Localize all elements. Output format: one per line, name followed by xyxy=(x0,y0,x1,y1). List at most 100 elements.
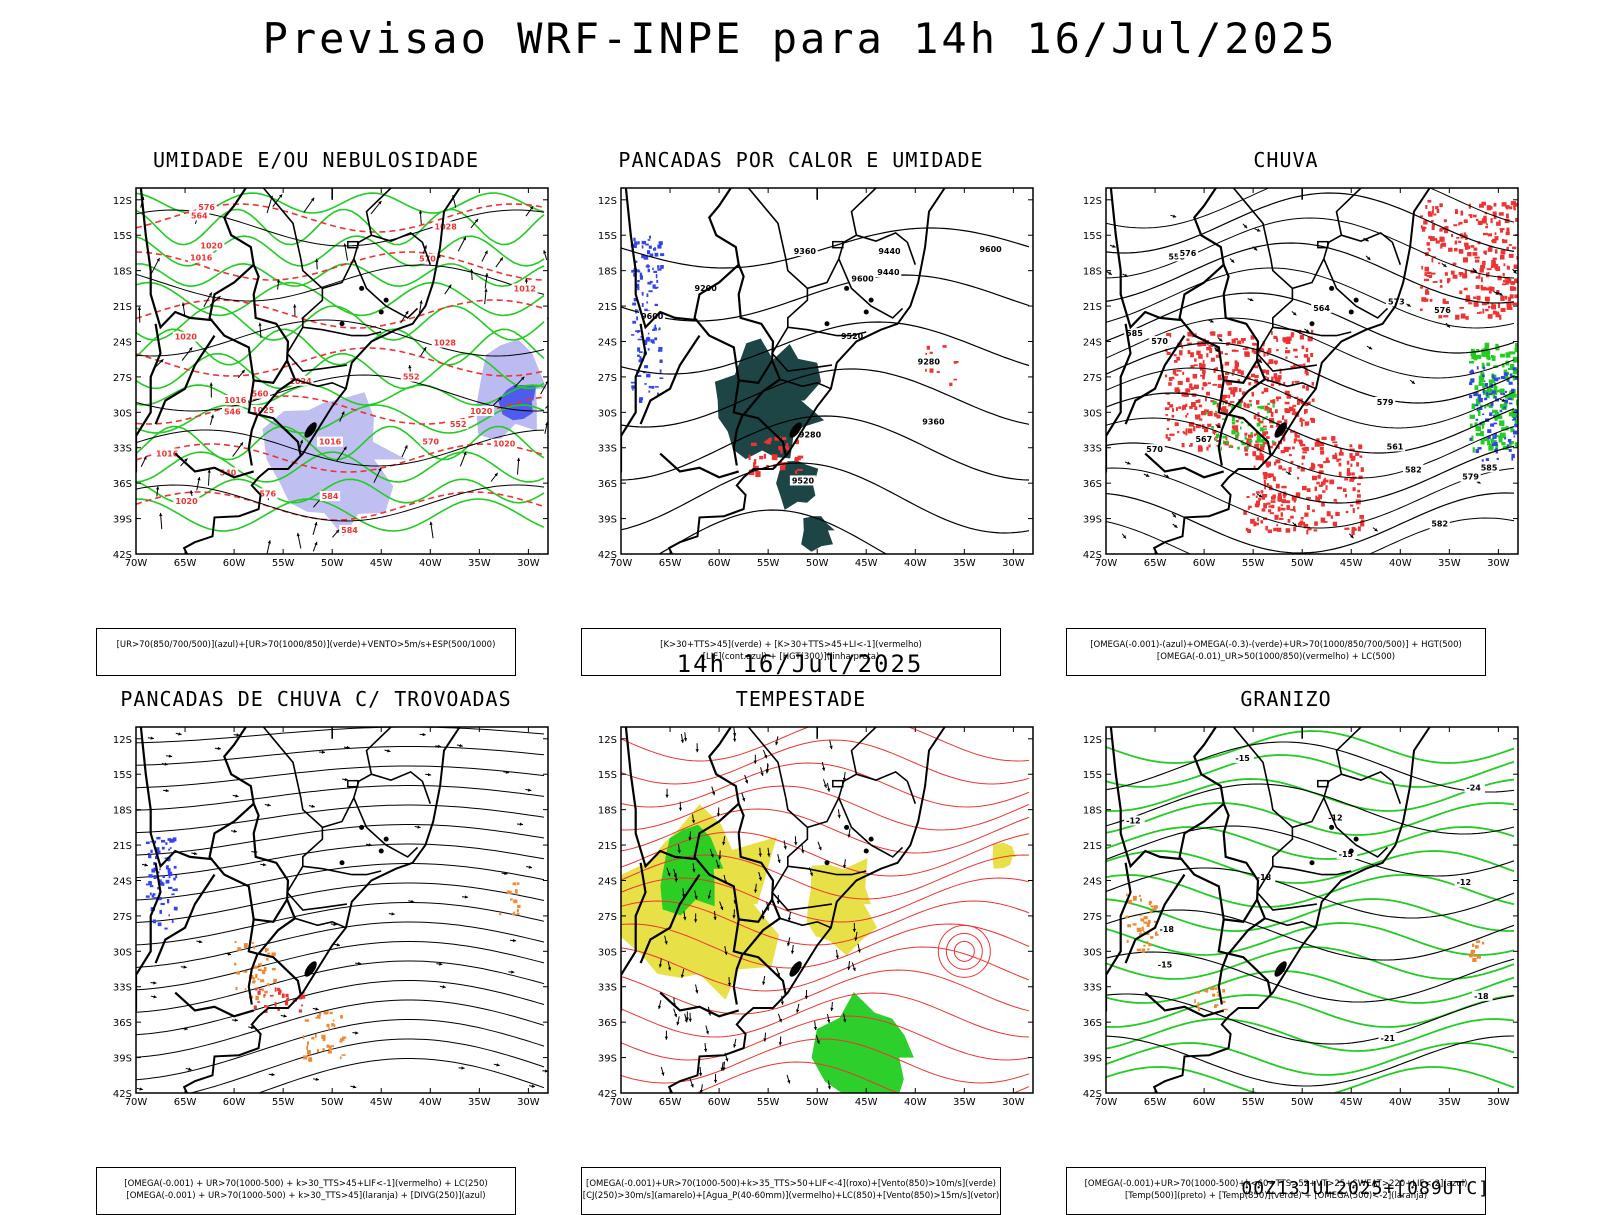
shaded-pixel xyxy=(1222,1001,1225,1003)
shaded-pixel xyxy=(1482,942,1484,945)
shaded-pixel xyxy=(1509,351,1515,354)
shaded-pixel xyxy=(1172,408,1174,412)
shaded-pixel xyxy=(1144,916,1148,919)
shaded-pixel xyxy=(175,888,177,891)
shaded-pixel xyxy=(1475,404,1479,406)
shaded-pixel xyxy=(1306,386,1309,390)
shaded-pixel xyxy=(260,979,264,982)
shaded-pixel xyxy=(1208,411,1213,416)
shaded-pixel xyxy=(1206,989,1209,992)
contour-label: 1016 xyxy=(319,438,342,447)
shaded-pixel xyxy=(647,293,649,297)
shaded-pixel xyxy=(648,269,650,273)
shaded-pixel xyxy=(1495,249,1498,253)
shaded-pixel xyxy=(1150,936,1153,939)
contour-label: 1020 xyxy=(470,407,493,416)
lon-tick-label: 70W xyxy=(125,558,148,569)
shaded-pixel xyxy=(1194,358,1196,361)
shaded-pixel xyxy=(1233,394,1235,396)
shaded-pixel xyxy=(1290,516,1294,519)
shaded-pixel xyxy=(1179,350,1182,355)
lat-tick-label: 39S xyxy=(1083,1054,1102,1065)
shaded-pixel xyxy=(1351,456,1355,461)
shaded-pixel xyxy=(326,1045,329,1048)
shaded-pixel xyxy=(642,292,644,296)
shaded-pixel xyxy=(1427,200,1431,203)
wind-vector-head xyxy=(554,309,556,312)
shaded-pixel xyxy=(1275,409,1278,413)
shaded-pixel xyxy=(1481,285,1483,290)
shaded-pixel xyxy=(1169,404,1173,407)
shaded-pixel xyxy=(1306,530,1308,534)
shaded-pixel xyxy=(329,1048,332,1050)
lon-tick-label: 65W xyxy=(1144,558,1167,569)
shaded-pixel xyxy=(150,893,152,896)
shaded-pixel xyxy=(317,1015,319,1018)
shaded-pixel xyxy=(172,889,175,891)
shaded-pixel xyxy=(1289,407,1294,412)
shaded-pixel xyxy=(954,379,958,381)
legend-box: [K>30+TTS>45](verde) + [K>30+TTS>45+LI<-… xyxy=(581,628,1001,676)
lat-tick-label: 18S xyxy=(1083,267,1102,278)
shaded-pixel xyxy=(1494,442,1498,446)
lon-tick-label: 45W xyxy=(370,558,393,569)
shaded-pixel xyxy=(1421,266,1423,270)
lon-tick-label: 50W xyxy=(806,558,829,569)
shaded-pixel xyxy=(1208,444,1210,447)
shaded-pixel xyxy=(262,988,264,991)
shaded-pixel xyxy=(1271,331,1273,335)
shaded-pixel xyxy=(1285,402,1290,404)
shaded-pixel xyxy=(146,884,150,886)
shaded-pixel xyxy=(1286,528,1291,533)
shaded-pixel xyxy=(648,391,650,393)
shaded-pixel xyxy=(1344,528,1349,530)
shaded-pixel xyxy=(1254,350,1257,354)
shaded-pixel xyxy=(1496,222,1501,226)
shaded-pixel xyxy=(1488,314,1493,319)
shaded-pixel xyxy=(158,852,161,854)
shaded-pixel xyxy=(1174,354,1177,356)
reservoir xyxy=(869,298,874,303)
state-border xyxy=(1341,717,1380,721)
shaded-pixel xyxy=(1302,463,1304,465)
contour-label: 561 xyxy=(1387,442,1404,451)
shaded-pixel xyxy=(1215,411,1217,413)
shaded-pixel xyxy=(632,389,634,391)
shaded-pixel xyxy=(1230,445,1232,448)
shaded-pixel xyxy=(751,443,757,446)
shaded-pixel xyxy=(1424,299,1429,302)
shaded-pixel xyxy=(1481,349,1484,355)
shaded-pixel xyxy=(1332,441,1337,443)
shaded-pixel xyxy=(1230,401,1235,403)
contour-label: 9280 xyxy=(918,358,941,367)
shaded-pixel xyxy=(243,971,247,973)
shaded-pixel xyxy=(1205,397,1207,401)
contour-label: 570 xyxy=(1151,337,1168,346)
state-border xyxy=(856,178,895,182)
map-umidade: 1016102010161012102510201016102010161020… xyxy=(96,178,556,598)
shaded-pixel xyxy=(1294,439,1296,444)
lat-tick-label: 21S xyxy=(598,302,617,313)
shaded-pixel xyxy=(1189,383,1192,388)
shaded-pixel xyxy=(1128,900,1132,904)
lon-tick-label: 35W xyxy=(953,558,976,569)
contour-label: 1020 xyxy=(493,440,516,449)
shaded-pixel xyxy=(656,274,658,278)
shaded-pixel xyxy=(308,1057,312,1061)
shaded-pixel xyxy=(925,369,927,372)
shaded-pixel xyxy=(1263,503,1267,508)
shaded-pixel xyxy=(275,987,277,991)
shaded-pixel xyxy=(1206,392,1210,396)
shaded-pixel xyxy=(1431,273,1435,275)
shaded-pixel xyxy=(657,245,661,249)
shaded-pixel xyxy=(1420,309,1423,311)
shaded-pixel xyxy=(797,469,803,471)
shaded-pixel xyxy=(254,966,258,969)
shaded-pixel xyxy=(1470,415,1475,419)
shaded-pixel xyxy=(1288,519,1291,523)
shaded-pixel xyxy=(1143,945,1145,947)
lat-tick-label: 30S xyxy=(113,408,132,419)
shaded-pixel xyxy=(1495,448,1497,450)
